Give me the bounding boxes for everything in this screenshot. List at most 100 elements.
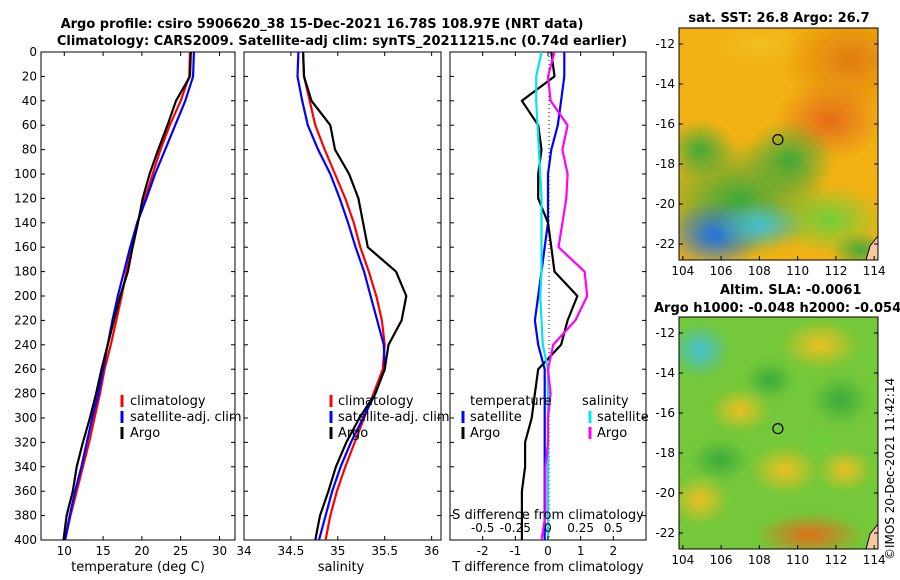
figure-title-line2: Climatology: CARS2009. Satellite-adj cli… [57, 34, 627, 49]
map-y-tick-label: -16 [655, 117, 675, 131]
imos-copyright: ©IMOS 20-Dec-2021 11:42:14 [883, 378, 897, 560]
map-x-tick-label: 114 [863, 264, 886, 278]
map-y-tick-label: -18 [655, 157, 675, 171]
depth-tick-label: 0 [29, 45, 37, 59]
map-y-tick-label: -22 [655, 526, 675, 540]
x-tick-label: 20 [134, 544, 149, 558]
depth-tick-label: 140 [14, 216, 37, 230]
x-tick-label: 15 [95, 544, 110, 558]
sla-map-frame [678, 316, 879, 550]
map-y-tick-label: -20 [655, 197, 675, 211]
salinity-plot-frame [243, 51, 442, 541]
legend-heading-temperature: temperature [470, 394, 552, 409]
depth-tick-label: 260 [14, 362, 37, 376]
x-tick-label: 25 [173, 544, 188, 558]
depth-tick-label: 120 [14, 191, 37, 205]
temperature-legend: climatology satellite-adj. clim Argo [120, 394, 242, 441]
x-tick-label: 34.5 [278, 544, 305, 558]
depth-tick-label: 320 [14, 435, 37, 449]
map-x-tick-label: 110 [786, 264, 809, 278]
depth-tick-label: 340 [14, 460, 37, 474]
temperature-panel: 0 20 40 60 80 100 120 140 160 180 200 220 240 260 280 3… [14, 45, 242, 575]
difference-legend: temperature satellite Argo salinity sate… [461, 394, 649, 441]
temperature-plot-frame [40, 51, 236, 541]
s-difference-tick-label: 0.5 [604, 521, 623, 535]
argo-location-marker [772, 134, 784, 146]
t-difference-xlabel: T difference from climatology [451, 560, 644, 575]
difference-panel: -2 -1 0 1 2 -0.5 -0.25 0 0.25 0.5 temperature sat… [449, 51, 649, 575]
legend-label-t-argo: Argo [470, 426, 500, 441]
x-tick-label: 30 [212, 544, 227, 558]
salinity-panel: 34 34.5 35 35.5 36 climatology satellite-adj… [236, 51, 450, 575]
map-x-tick-label: 114 [863, 553, 886, 567]
map-x-tick-label: 108 [748, 553, 771, 567]
map-y-tick-label: -22 [655, 237, 675, 251]
depth-tick-label: 360 [14, 484, 37, 498]
sla-map-subtitle: Argo h1000: -0.048 h2000: -0.054 [654, 301, 900, 316]
map-x-tick-label: 106 [710, 264, 733, 278]
depth-tick-label: 40 [22, 94, 37, 108]
legend-label-t-satellite: satellite [470, 410, 522, 425]
series-line-temperature-satellite [533, 52, 566, 540]
depth-tick-label: 200 [14, 289, 37, 303]
legend-label-s-satellite: satellite [597, 410, 649, 425]
map-y-tick-label: -16 [655, 406, 675, 420]
depth-tick-label: 180 [14, 265, 37, 279]
map-y-tick-label: -20 [655, 486, 675, 500]
sla-map-panel: Altim. SLA: -0.0061 Argo h1000: -0.048 h… [654, 283, 900, 567]
map-x-tick-label: 110 [786, 553, 809, 567]
x-tick-label: 2 [610, 544, 618, 558]
series-line-temperature-argo [520, 52, 579, 540]
s-difference-tick-label: -0.25 [500, 521, 531, 535]
map-x-tick-label: 112 [824, 553, 847, 567]
map-x-tick-label: 104 [671, 553, 694, 567]
salinity-legend: climatology satellite-adj. clim Argo [329, 394, 450, 441]
depth-tick-label: 240 [14, 338, 37, 352]
sla-map-title: Altim. SLA: -0.0061 [720, 283, 861, 298]
sla-field [679, 317, 878, 549]
temperature-xlabel: temperature (deg C) [71, 560, 205, 575]
series-line-climatology [302, 52, 386, 540]
map-y-tick-label: -14 [655, 77, 675, 91]
map-x-tick-label: 106 [710, 553, 733, 567]
legend-label-satellite-adj: satellite-adj. clim [338, 410, 450, 425]
x-tick-label: -1 [509, 544, 521, 558]
legend-label-argo: Argo [130, 426, 160, 441]
depth-tick-label: 380 [14, 509, 37, 523]
depth-tick-label: 400 [14, 533, 37, 547]
x-tick-label: 34 [236, 544, 251, 558]
legend-label-climatology: climatology [130, 394, 206, 409]
map-x-tick-label: 108 [748, 264, 771, 278]
depth-tick-label: 100 [14, 167, 37, 181]
series-line-satellite-adj-clim [296, 52, 386, 540]
depth-tick-label: 220 [14, 313, 37, 327]
x-tick-label: 10 [57, 544, 72, 558]
salinity-xlabel: salinity [318, 560, 365, 575]
s-difference-tick-label: 0 [544, 521, 552, 535]
x-tick-label: 0 [544, 544, 552, 558]
depth-tick-label: 280 [14, 387, 37, 401]
series-line-salinity-satellite [535, 52, 550, 540]
sst-field [679, 28, 878, 260]
legend-label-climatology: climatology [338, 394, 414, 409]
legend-label-s-argo: Argo [597, 426, 627, 441]
series-line-climatology [64, 52, 192, 540]
series-line-salinity-argo [540, 52, 589, 540]
legend-label-argo: Argo [338, 426, 368, 441]
series-line-argo [62, 52, 192, 540]
s-difference-xlabel: S difference from climatology [452, 508, 644, 523]
legend-heading-salinity: salinity [582, 394, 629, 409]
sst-map-title: sat. SST: 26.8 Argo: 26.7 [688, 11, 869, 26]
argo-location-marker [772, 423, 784, 435]
map-y-tick-label: -18 [655, 446, 675, 460]
map-x-tick-label: 112 [824, 264, 847, 278]
x-tick-label: 36 [424, 544, 439, 558]
map-y-tick-label: -14 [655, 366, 675, 380]
depth-tick-label: 300 [14, 411, 37, 425]
x-tick-label: -2 [477, 544, 489, 558]
depth-tick-label: 160 [14, 240, 37, 254]
x-tick-label: 35 [330, 544, 345, 558]
s-difference-tick-label: -0.5 [471, 521, 494, 535]
map-y-tick-label: -12 [655, 37, 675, 51]
